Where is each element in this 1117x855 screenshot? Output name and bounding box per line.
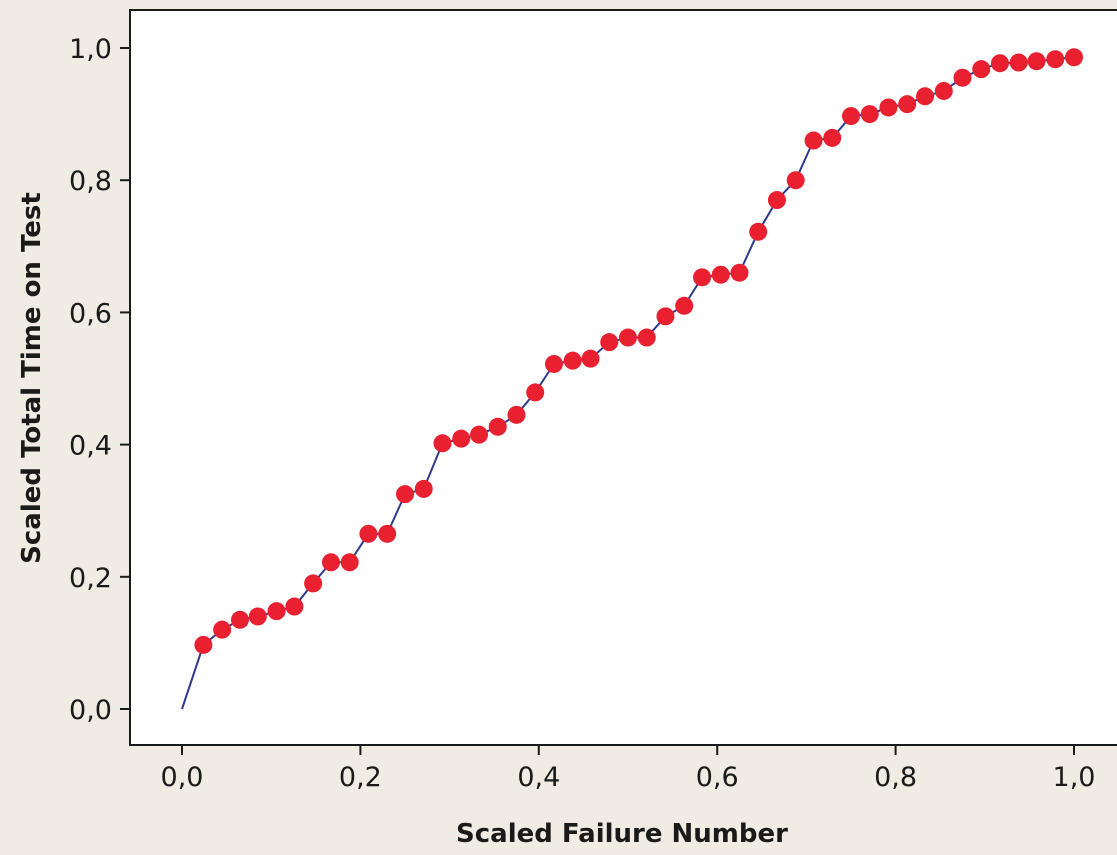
data-point <box>414 479 433 498</box>
data-point <box>1027 52 1046 71</box>
data-point <box>860 105 879 124</box>
data-point <box>433 434 452 453</box>
data-point <box>544 354 563 373</box>
y-tick-label: 0,8 <box>69 166 112 197</box>
data-point <box>619 328 637 347</box>
plot-area <box>129 9 1117 746</box>
data-point <box>637 328 656 347</box>
data-point <box>213 620 232 639</box>
data-point <box>898 95 917 114</box>
data-point <box>267 602 286 621</box>
data-point <box>1046 50 1065 69</box>
data-point <box>934 81 953 100</box>
x-tick-label: 0,8 <box>874 762 917 793</box>
data-point <box>230 610 249 629</box>
data-point <box>600 333 619 352</box>
data-point <box>693 268 712 287</box>
x-tick-label: 0,6 <box>696 762 739 793</box>
data-point <box>248 607 267 626</box>
y-tick-label: 1,0 <box>69 34 112 65</box>
x-tick-label: 1,0 <box>1053 762 1096 793</box>
data-point <box>470 425 489 444</box>
data-point <box>194 635 213 654</box>
data-point <box>563 351 582 370</box>
y-axis: 0,0 0,2 0,4 0,6 0,8 1,0 <box>69 34 130 726</box>
data-point <box>452 429 471 448</box>
x-tick-label: 0,4 <box>517 762 560 793</box>
x-tick-label: 0,2 <box>339 762 382 793</box>
data-point <box>767 191 786 210</box>
data-point <box>953 68 972 87</box>
data-point <box>711 265 730 284</box>
y-tick-label: 0,0 <box>69 695 112 726</box>
x-axis-title: Scaled Failure Number <box>456 819 788 849</box>
data-point <box>823 128 842 147</box>
data-points <box>194 48 1083 654</box>
y-tick-label: 0,4 <box>69 431 112 462</box>
data-point <box>581 349 600 368</box>
data-point <box>488 417 507 436</box>
data-point <box>526 383 545 402</box>
data-point <box>749 222 768 241</box>
data-point <box>675 296 694 315</box>
data-point <box>842 107 860 126</box>
data-point <box>396 485 414 504</box>
y-tick-label: 0,6 <box>69 298 112 329</box>
data-point <box>879 98 898 117</box>
data-point <box>990 54 1009 73</box>
data-point <box>304 574 323 593</box>
data-point <box>730 263 749 282</box>
data-point <box>786 171 805 190</box>
data-point <box>804 131 823 150</box>
data-point <box>1009 53 1028 72</box>
data-point <box>972 60 991 79</box>
y-tick-label: 0,2 <box>69 563 112 594</box>
data-point <box>359 524 378 543</box>
x-tick-label: 0,0 <box>161 762 204 793</box>
data-point <box>321 553 340 572</box>
data-point <box>1065 48 1083 67</box>
data-point <box>656 307 675 326</box>
y-axis-title: Scaled Total Time on Test <box>17 192 47 564</box>
data-point <box>378 524 397 543</box>
data-point <box>507 405 526 424</box>
data-point <box>285 597 304 616</box>
x-axis: 0,0 0,2 0,4 0,6 0,8 1,0 <box>161 745 1096 793</box>
data-point <box>916 87 935 106</box>
data-point <box>340 553 359 572</box>
